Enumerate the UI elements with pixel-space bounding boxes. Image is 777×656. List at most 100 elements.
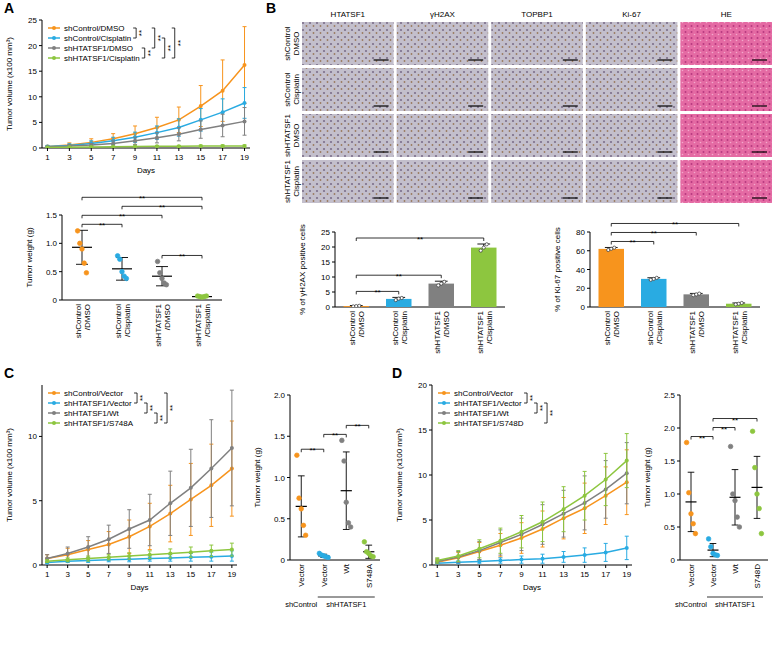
- y-tick-label: 0.5: [274, 515, 286, 524]
- panel-label: A: [4, 0, 14, 16]
- x-tick: [178, 148, 179, 151]
- significance-label: **: [139, 194, 145, 203]
- y-tick: [287, 477, 290, 478]
- x-tick-label: Vector: [297, 564, 306, 587]
- point: [519, 558, 523, 562]
- x-tick-label: Vector: [320, 564, 329, 587]
- error-cap: [189, 526, 193, 527]
- error-bar: [243, 145, 247, 147]
- error-cap: [456, 562, 460, 563]
- error-bar: [230, 390, 234, 506]
- micrograph: [397, 160, 489, 203]
- plot-area: [45, 390, 234, 564]
- label-line: /DMSO: [442, 311, 451, 337]
- scale-bar: [657, 105, 672, 106]
- y-tick-label: 10: [28, 432, 37, 441]
- significance-label: **: [538, 405, 547, 411]
- error-cap: [583, 562, 587, 563]
- x-tick: [479, 565, 480, 568]
- label-line: shHTATSF1: [731, 310, 740, 353]
- y-tick-label: 0: [326, 303, 331, 312]
- error-cap: [456, 561, 460, 562]
- micrograph: [302, 22, 394, 65]
- scale-bar: [374, 105, 389, 106]
- x-tick-label: 3: [65, 570, 70, 579]
- point: [148, 553, 152, 557]
- scale-bar: [374, 197, 389, 198]
- y-tick: [332, 232, 335, 233]
- error-cap: [298, 475, 305, 476]
- label-line: /DMSO: [163, 304, 172, 330]
- point: [435, 559, 439, 563]
- micrograph: [586, 22, 678, 65]
- error-cap: [168, 557, 172, 558]
- error-cap: [155, 132, 159, 133]
- y-tick: [287, 560, 290, 561]
- label-line: /DMSO: [612, 311, 621, 337]
- error-cap: [625, 503, 629, 504]
- error-cap: [111, 133, 115, 134]
- label-line: shControl: [283, 72, 292, 106]
- error-bar: [155, 126, 159, 139]
- significance-label: **: [166, 45, 175, 51]
- data-point: [84, 271, 89, 276]
- x-tick-label: 19: [240, 153, 249, 162]
- legend-label: shHTATSF1/S748D: [454, 419, 524, 428]
- error-bar: [199, 86, 203, 127]
- error-bar: [45, 555, 49, 563]
- error-cap: [199, 108, 203, 109]
- error-bar: [456, 552, 460, 563]
- x-tick-label: 17: [218, 153, 227, 162]
- error-bar: [562, 487, 566, 532]
- error-cap: [519, 550, 523, 551]
- y-tick-label: 5: [326, 288, 331, 297]
- x-tick: [88, 565, 89, 568]
- x-tick: [521, 565, 522, 568]
- bar: [599, 249, 625, 307]
- error-bar: [86, 556, 90, 561]
- y-tick-label: 5: [33, 118, 38, 127]
- y-tick: [677, 560, 680, 561]
- error-cap: [86, 561, 90, 562]
- error-cap: [199, 85, 203, 86]
- error-bar: [116, 258, 128, 281]
- legend-label: shHTATSF1/Wt: [64, 409, 120, 418]
- significance-bracket: [172, 28, 175, 58]
- scale-bar: [468, 197, 483, 198]
- x-tick-label: shControl/Cisplatin: [391, 311, 409, 345]
- micrograph: [302, 160, 394, 203]
- legend-label: shHTATSF1/Vector: [64, 399, 132, 408]
- x-tick-label: 3: [67, 153, 72, 162]
- error-cap: [604, 453, 608, 454]
- y-tick: [39, 148, 42, 149]
- scale-bar: [563, 105, 578, 106]
- y-axis: [335, 232, 336, 307]
- point: [199, 128, 203, 132]
- micrograph: [302, 68, 394, 111]
- plot-area: [435, 434, 628, 565]
- micrograph: [586, 68, 678, 111]
- y-tick-label: 2.0: [664, 424, 676, 433]
- data-point: [397, 297, 400, 300]
- data-point: [362, 540, 367, 545]
- x-tick: [200, 148, 201, 151]
- significance-bracket: [144, 403, 147, 413]
- error-bar: [45, 560, 49, 563]
- group-label: shControl: [285, 600, 317, 609]
- x-tick: [222, 148, 223, 151]
- x-tick-label: shControl/DMSO: [348, 311, 366, 345]
- significance-label: **: [721, 425, 727, 434]
- y-tick-label: 0.5: [46, 268, 58, 277]
- error-cap: [498, 556, 502, 557]
- y-tick-label: 1.5: [664, 457, 676, 466]
- error-cap: [148, 549, 152, 550]
- significance-label: **: [99, 221, 105, 230]
- significance-label: **: [138, 395, 147, 401]
- significance-label: **: [146, 50, 155, 56]
- error-cap: [688, 472, 695, 473]
- error-bar: [541, 502, 545, 542]
- y-tick-label: 5: [33, 497, 38, 506]
- data-point: [757, 506, 762, 511]
- data-point: [689, 512, 694, 517]
- error-cap: [541, 547, 545, 548]
